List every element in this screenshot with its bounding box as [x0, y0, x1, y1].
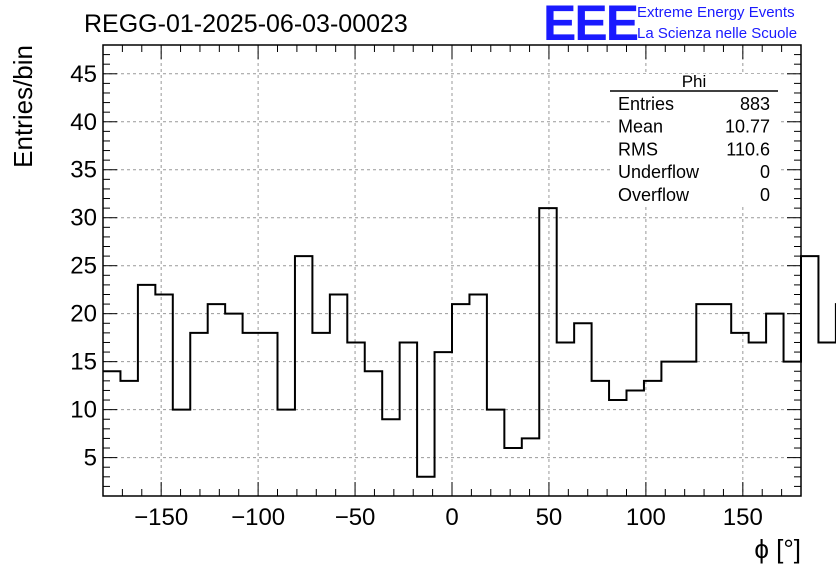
axis-ticks — [102, 44, 802, 496]
plot-frame — [102, 44, 802, 497]
y-tick-labels: 5 10 15 20 25 30 35 40 45 — [70, 61, 97, 472]
eee-logo-line2: La Scienza nelle Scuole — [637, 25, 798, 42]
stats-box: Phi Entries 883 Mean 10.77 RMS 110.6 Underflow… — [610, 72, 778, 206]
stats-row-label: Underflow — [618, 162, 700, 182]
y-tick-label: 10 — [70, 397, 97, 424]
stats-row-value: 10.77 — [725, 117, 770, 137]
y-tick-label: 25 — [70, 253, 97, 280]
stats-row-label: Entries — [618, 94, 674, 114]
x-tick-label: 150 — [723, 504, 763, 531]
x-tick-label: −50 — [335, 504, 376, 531]
stats-row-label: Mean — [618, 117, 663, 137]
x-tick-label: 50 — [536, 504, 563, 531]
x-tick-label: 0 — [445, 504, 458, 531]
stats-row-value: 0 — [760, 185, 770, 205]
stats-box-title: Phi — [682, 72, 707, 91]
x-tick-label: 100 — [626, 504, 666, 531]
y-tick-label: 40 — [70, 109, 97, 136]
y-tick-label: 30 — [70, 205, 97, 232]
x-tick-label: −150 — [134, 504, 188, 531]
y-tick-label: 35 — [70, 157, 97, 184]
y-tick-label: 5 — [84, 445, 97, 472]
stats-row-label: Overflow — [618, 185, 690, 205]
stats-row-value: 0 — [760, 162, 770, 182]
y-axis-label: Entries/bin — [8, 45, 38, 168]
eee-logo-line1: Extreme Energy Events — [637, 4, 795, 21]
stats-row-value: 883 — [740, 94, 770, 114]
plot-title: REGG-01-2025-06-03-00023 — [84, 10, 408, 38]
y-tick-label: 45 — [70, 61, 97, 88]
stats-box-bg — [610, 74, 778, 206]
x-axis-label: ϕ [°] — [754, 534, 801, 564]
stats-row-value: 110.6 — [726, 139, 770, 159]
stats-row-label: RMS — [618, 139, 658, 159]
x-tick-label: −100 — [231, 504, 285, 531]
x-tick-labels: −150 −100 −50 0 50 100 150 — [134, 504, 763, 531]
y-tick-label: 15 — [70, 349, 97, 376]
y-tick-label: 20 — [70, 301, 97, 328]
eee-logo: EEE — [543, 0, 639, 51]
